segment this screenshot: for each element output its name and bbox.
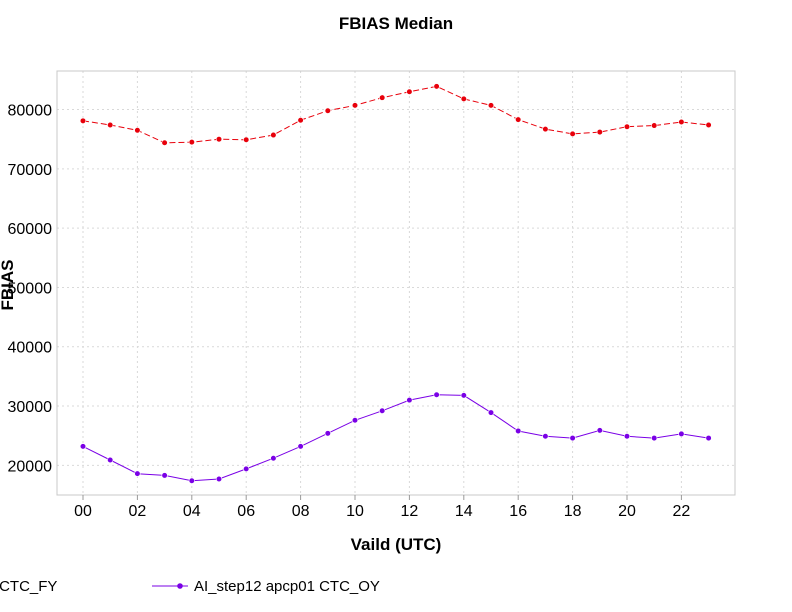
y-axis: 20000 30000 40000 50000 60000 70000 80000 (8, 103, 53, 476)
data-point (107, 456, 114, 464)
x-tick-label: 16 (509, 503, 527, 520)
data-point (270, 131, 277, 139)
data-point (678, 430, 685, 438)
data-point (569, 130, 576, 137)
series-line (82, 85, 709, 144)
data-point (215, 475, 223, 483)
legend-label: AI_step12 apcp01 CTC_OY (194, 578, 380, 595)
data-point (569, 434, 576, 442)
data-point (270, 455, 277, 462)
legend-item-2: AI_step12 apcp01 CTC_OY (152, 578, 380, 595)
data-point (379, 407, 386, 414)
data-point (324, 430, 331, 437)
series-layer (79, 83, 712, 484)
legend-item-1: AI_step12 apcp01 CTC_FY (0, 578, 57, 595)
data-point (487, 409, 495, 416)
legend-label: AI_step12 apcp01 CTC_FY (0, 578, 57, 595)
y-tick-label: 50000 (8, 280, 53, 297)
x-tick-label: 02 (129, 503, 147, 520)
x-tick-label: 04 (183, 503, 201, 520)
data-point (623, 433, 631, 440)
y-tick-label: 70000 (8, 162, 53, 179)
data-point (188, 477, 195, 484)
data-point (406, 397, 413, 404)
legend: AI_step12 apcp01 CTC_FY AI_step12 apcp01 … (0, 578, 380, 595)
legend-marker (177, 583, 183, 589)
data-point (596, 128, 603, 136)
data-point (324, 107, 331, 114)
x-tick-label: 06 (237, 503, 255, 520)
y-tick-label: 60000 (8, 221, 53, 238)
chart-title: FBIAS Median (339, 14, 453, 33)
x-tick-label: 14 (455, 503, 473, 520)
data-point (623, 123, 631, 130)
data-point (651, 122, 658, 129)
data-point (134, 127, 141, 134)
data-point (297, 117, 304, 124)
data-point (705, 434, 712, 442)
data-point (542, 126, 549, 133)
data-point (79, 117, 87, 124)
data-point (188, 139, 195, 146)
x-tick-label: 08 (292, 503, 310, 520)
data-point (379, 94, 386, 101)
series-1 (79, 83, 712, 146)
data-point (243, 136, 250, 143)
data-point (460, 95, 467, 102)
data-point (161, 139, 168, 146)
y-tick-label: 80000 (8, 103, 53, 120)
plot-area (56, 70, 736, 496)
x-tick-label: 00 (74, 503, 92, 520)
y-axis-label: FBIAS (0, 260, 17, 311)
data-point (406, 88, 413, 95)
data-point (433, 83, 440, 90)
data-point (351, 102, 359, 109)
y-tick-label: 20000 (8, 458, 53, 475)
data-point (460, 392, 467, 399)
data-point (351, 417, 359, 424)
data-point (515, 116, 522, 123)
data-point (651, 434, 658, 442)
x-tick-label: 10 (346, 503, 364, 520)
data-point (79, 443, 87, 450)
data-point (161, 472, 168, 479)
x-axis-label: Vaild (UTC) (351, 535, 442, 554)
data-point (596, 427, 603, 434)
y-tick-label: 40000 (8, 340, 53, 357)
data-point (243, 465, 250, 473)
series-2 (79, 391, 712, 484)
x-tick-label: 18 (564, 503, 582, 520)
series-line (82, 394, 709, 482)
data-point (542, 433, 549, 440)
data-point (487, 102, 495, 109)
data-point (705, 121, 712, 129)
x-tick-label: 20 (618, 503, 636, 520)
y-tick-label: 30000 (8, 399, 53, 416)
x-tick-label: 12 (401, 503, 419, 520)
data-point (678, 118, 685, 126)
data-point (297, 443, 304, 450)
data-point (134, 470, 141, 477)
x-tick-label: 22 (673, 503, 691, 520)
data-point (215, 136, 223, 143)
data-point (433, 391, 440, 398)
data-point (107, 121, 114, 129)
grid (57, 71, 735, 495)
data-point (515, 427, 522, 435)
x-axis: 00 02 04 06 08 10 12 14 16 18 20 22 (74, 495, 690, 520)
